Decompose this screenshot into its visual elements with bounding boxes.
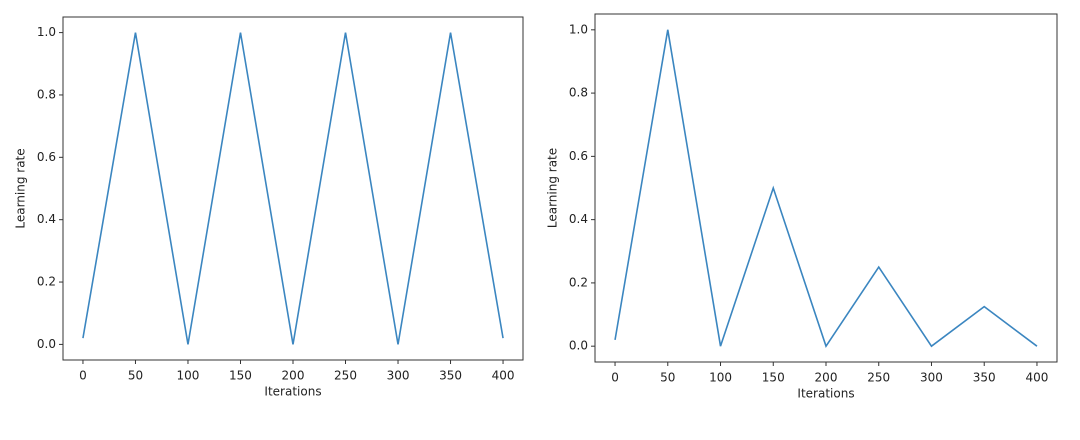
y-axis-label: Learning rate	[14, 148, 28, 228]
x-tick-label: 0	[79, 369, 87, 383]
x-tick-label: 100	[177, 369, 200, 383]
x-tick-label: 400	[492, 369, 515, 383]
x-tick-label: 350	[973, 371, 996, 385]
x-axis-label: Iterations	[264, 385, 321, 399]
y-axis-label: Learning rate	[546, 148, 560, 228]
y-tick-label: 0.6	[569, 149, 588, 163]
line-series	[614, 29, 1038, 348]
y-tick-label: 0.0	[37, 337, 56, 351]
x-axis-label: Iterations	[797, 387, 854, 401]
x-tick-label: 0	[611, 371, 619, 385]
x-tick-label: 100	[709, 371, 732, 385]
x-tick-label: 300	[387, 369, 410, 383]
y-tick-label: 0.4	[569, 212, 588, 226]
x-tick-label: 350	[439, 369, 462, 383]
y-tick-label: 0.0	[569, 339, 588, 353]
x-tick-label: 300	[920, 371, 943, 385]
y-tick-label: 0.8	[569, 86, 588, 100]
y-tick-label: 1.0	[569, 22, 588, 36]
x-tick-label: 250	[867, 371, 890, 385]
x-tick-label: 200	[282, 369, 305, 383]
plot-frame	[62, 16, 524, 361]
x-tick-label: 50	[128, 369, 143, 383]
x-tick-label: 150	[762, 371, 785, 385]
y-tick-label: 0.4	[37, 212, 56, 226]
x-tick-label: 400	[1026, 371, 1049, 385]
y-tick-label: 0.2	[37, 275, 56, 289]
y-tick-label: 1.0	[37, 25, 56, 39]
x-tick-label: 50	[660, 371, 675, 385]
x-tick-label: 200	[815, 371, 838, 385]
y-tick-label: 0.2	[569, 275, 588, 289]
line-series	[82, 32, 504, 345]
y-tick-label: 0.6	[37, 150, 56, 164]
y-tick-label: 0.8	[37, 87, 56, 101]
x-tick-label: 150	[229, 369, 252, 383]
x-tick-label: 250	[334, 369, 357, 383]
